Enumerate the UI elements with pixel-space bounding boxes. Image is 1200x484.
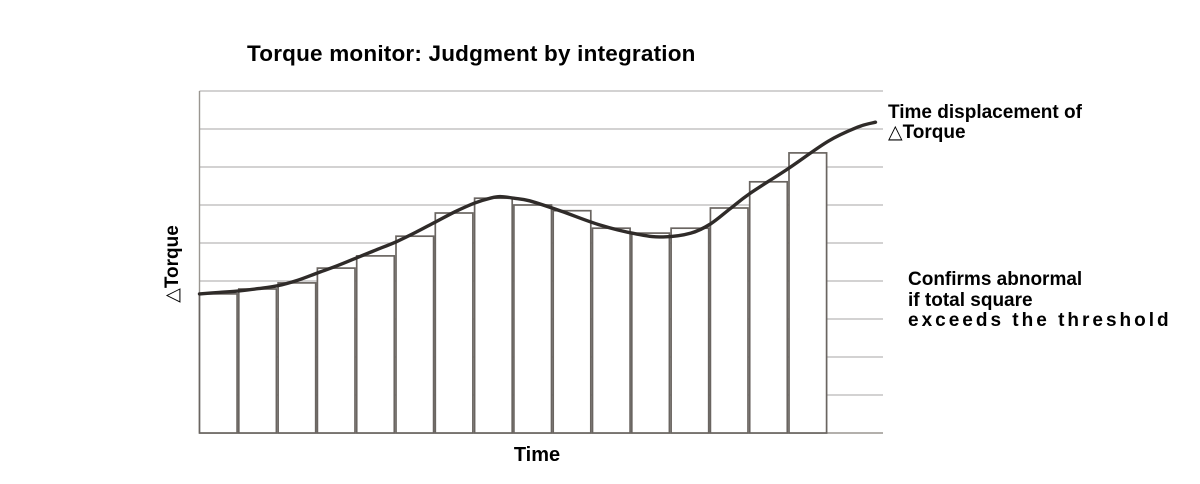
judgment-annotation: Confirms abnormal if total square exceed… [908, 269, 1172, 332]
bar [630, 232, 671, 434]
bar [788, 152, 828, 434]
x-axis-label: Time [513, 444, 561, 466]
bar [591, 227, 631, 434]
bar [316, 267, 356, 434]
bar [395, 235, 435, 434]
judgment-annotation-line-2: if total square [908, 289, 1033, 311]
bar [434, 212, 474, 434]
judgment-annotation-line-3: exceeds the threshold [908, 310, 1172, 331]
bar [748, 180, 789, 434]
bar [513, 204, 553, 434]
curve-annotation-line-2: △Torque [888, 122, 966, 143]
bar [237, 288, 278, 434]
bar [670, 227, 710, 434]
bar [198, 293, 238, 434]
curve-annotation: Time displacement of △Torque [888, 103, 1082, 143]
curve-annotation-line-1: Time displacement of [888, 102, 1082, 123]
bar [277, 282, 317, 434]
torque-curve [197, 120, 878, 296]
bar [709, 207, 749, 434]
bar [552, 209, 592, 434]
chart-title: Torque monitor: Judgment by integration [247, 41, 696, 66]
judgment-annotation-line-1: Confirms abnormal [908, 269, 1083, 290]
bar [355, 255, 396, 434]
y-axis-label: △Torque [162, 225, 183, 303]
bar [473, 197, 514, 434]
